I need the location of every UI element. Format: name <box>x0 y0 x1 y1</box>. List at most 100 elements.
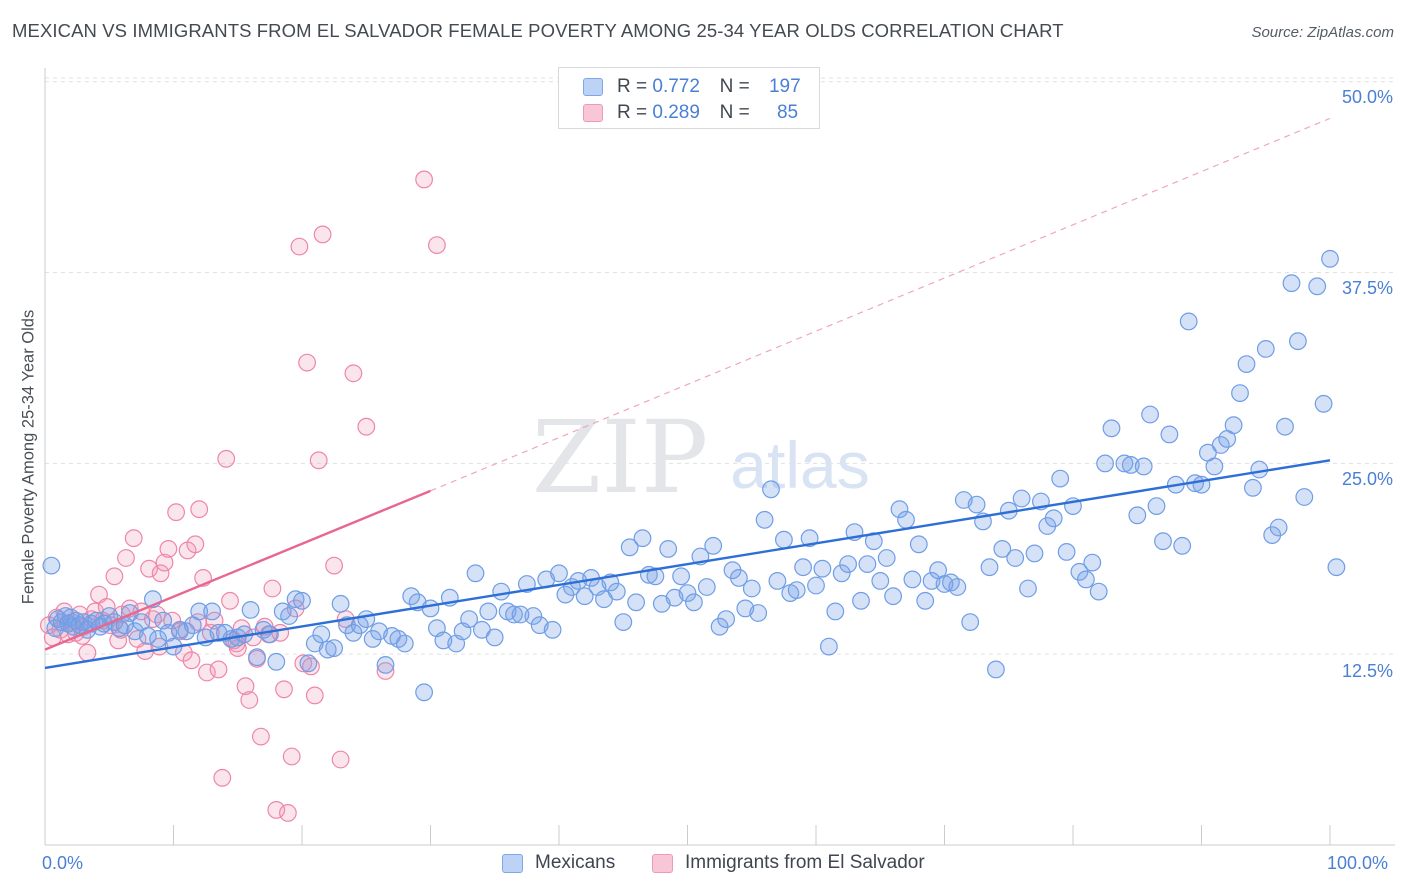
point-mexicans <box>614 613 633 631</box>
point-mexicans <box>1288 332 1307 351</box>
gridlines <box>45 77 1395 655</box>
point-el-salvador <box>309 451 328 470</box>
point-mexicans <box>697 578 716 596</box>
trend-line-mexicans <box>44 459 1331 670</box>
point-mexicans <box>1134 457 1153 476</box>
point-mexicans <box>877 549 896 567</box>
point-mexicans <box>1089 582 1108 601</box>
point-mexicans <box>203 602 222 621</box>
point-mexicans <box>1096 454 1114 473</box>
point-mexicans <box>1192 475 1211 494</box>
point-el-salvador <box>236 677 255 696</box>
point-el-salvador <box>298 353 317 372</box>
point-mexicans <box>159 623 178 642</box>
point-mexicans <box>376 656 395 674</box>
point-mexicans <box>890 500 909 519</box>
point-mexicans <box>852 591 870 610</box>
bottom-legend-swatch-blue <box>502 854 523 873</box>
legend-n-label: N = <box>719 76 750 97</box>
point-mexicans <box>646 567 665 586</box>
legend-r-value-mexicans: 0.772 <box>652 76 700 97</box>
point-el-salvador <box>279 804 297 822</box>
point-mexicans <box>903 570 922 589</box>
point-el-salvador <box>167 503 186 522</box>
point-mexicans <box>460 610 479 628</box>
point-mexicans <box>678 584 697 602</box>
point-mexicans <box>993 540 1012 558</box>
x-tick-label-min: 0.0% <box>42 853 84 873</box>
point-mexicans <box>961 613 980 631</box>
point-mexicans <box>518 575 536 593</box>
watermark-zip: ZIP <box>532 399 708 516</box>
point-mexicans <box>987 660 1005 679</box>
point-mexicans <box>325 639 344 657</box>
series-mexicans-points <box>42 249 1346 702</box>
point-el-salvador <box>217 449 236 468</box>
point-mexicans <box>543 620 562 639</box>
point-mexicans <box>190 602 209 621</box>
point-mexicans <box>280 607 299 625</box>
bottom-legend-label-el-salvador: Immigrants from El Salvador <box>685 852 925 873</box>
point-mexicans <box>479 602 498 621</box>
point-mexicans <box>775 530 793 549</box>
point-mexicans <box>1327 558 1346 577</box>
point-el-salvador <box>182 651 201 670</box>
point-mexicans <box>826 602 845 621</box>
point-mexicans <box>248 648 266 667</box>
point-mexicans <box>832 564 851 583</box>
point-mexicans <box>1115 454 1134 473</box>
legend-swatch-pink <box>583 104 603 122</box>
point-el-salvador <box>117 549 135 567</box>
point-el-salvador <box>275 680 293 699</box>
point-el-salvador <box>305 686 324 705</box>
legend-n-label: N = <box>719 102 750 123</box>
point-el-salvador <box>78 643 97 662</box>
point-el-salvador <box>415 170 434 189</box>
point-mexicans <box>1173 536 1192 555</box>
point-mexicans <box>1179 312 1198 331</box>
point-mexicans <box>177 622 196 641</box>
point-mexicans <box>787 581 806 599</box>
point-mexicans <box>897 510 915 529</box>
point-mexicans <box>299 654 318 673</box>
point-mexicans <box>1147 497 1166 516</box>
legend-r-label: R = <box>617 102 648 123</box>
point-mexicans <box>395 634 414 653</box>
point-el-salvador <box>344 364 363 383</box>
point-el-salvador <box>263 579 282 598</box>
legend-n-value-el-salvador: 85 <box>776 102 799 123</box>
point-mexicans <box>1025 544 1044 563</box>
point-mexicans <box>1083 553 1102 572</box>
point-mexicans <box>305 634 324 653</box>
point-el-salvador <box>124 529 143 548</box>
point-el-salvador <box>221 591 239 610</box>
point-mexicans <box>1276 417 1294 436</box>
watermark-atlas: atlas <box>730 428 869 502</box>
point-mexicans <box>1044 509 1063 528</box>
point-mexicans <box>505 605 523 624</box>
point-el-salvador <box>282 747 301 766</box>
point-mexicans <box>1154 532 1172 551</box>
point-mexicans <box>1051 469 1070 488</box>
point-mexicans <box>1321 249 1339 268</box>
trend-line-el-salvador-extension <box>430 117 1331 492</box>
point-el-salvador <box>140 559 159 578</box>
point-mexicans <box>685 593 703 612</box>
y-tick-label: 25.0% <box>1341 469 1393 489</box>
point-mexicans <box>492 582 511 601</box>
point-mexicans <box>1308 277 1327 296</box>
point-mexicans <box>511 605 530 624</box>
point-mexicans <box>1282 274 1301 293</box>
point-mexicans <box>948 578 967 596</box>
point-mexicans <box>1250 460 1269 479</box>
point-mexicans <box>717 610 735 628</box>
point-el-salvador <box>251 727 270 746</box>
point-el-salvador <box>159 540 178 558</box>
point-mexicans <box>267 652 286 671</box>
point-mexicans <box>550 564 568 583</box>
point-el-salvador <box>357 417 376 436</box>
point-mexicans <box>839 555 857 573</box>
point-el-salvador <box>186 535 205 554</box>
point-mexicans <box>357 610 376 628</box>
